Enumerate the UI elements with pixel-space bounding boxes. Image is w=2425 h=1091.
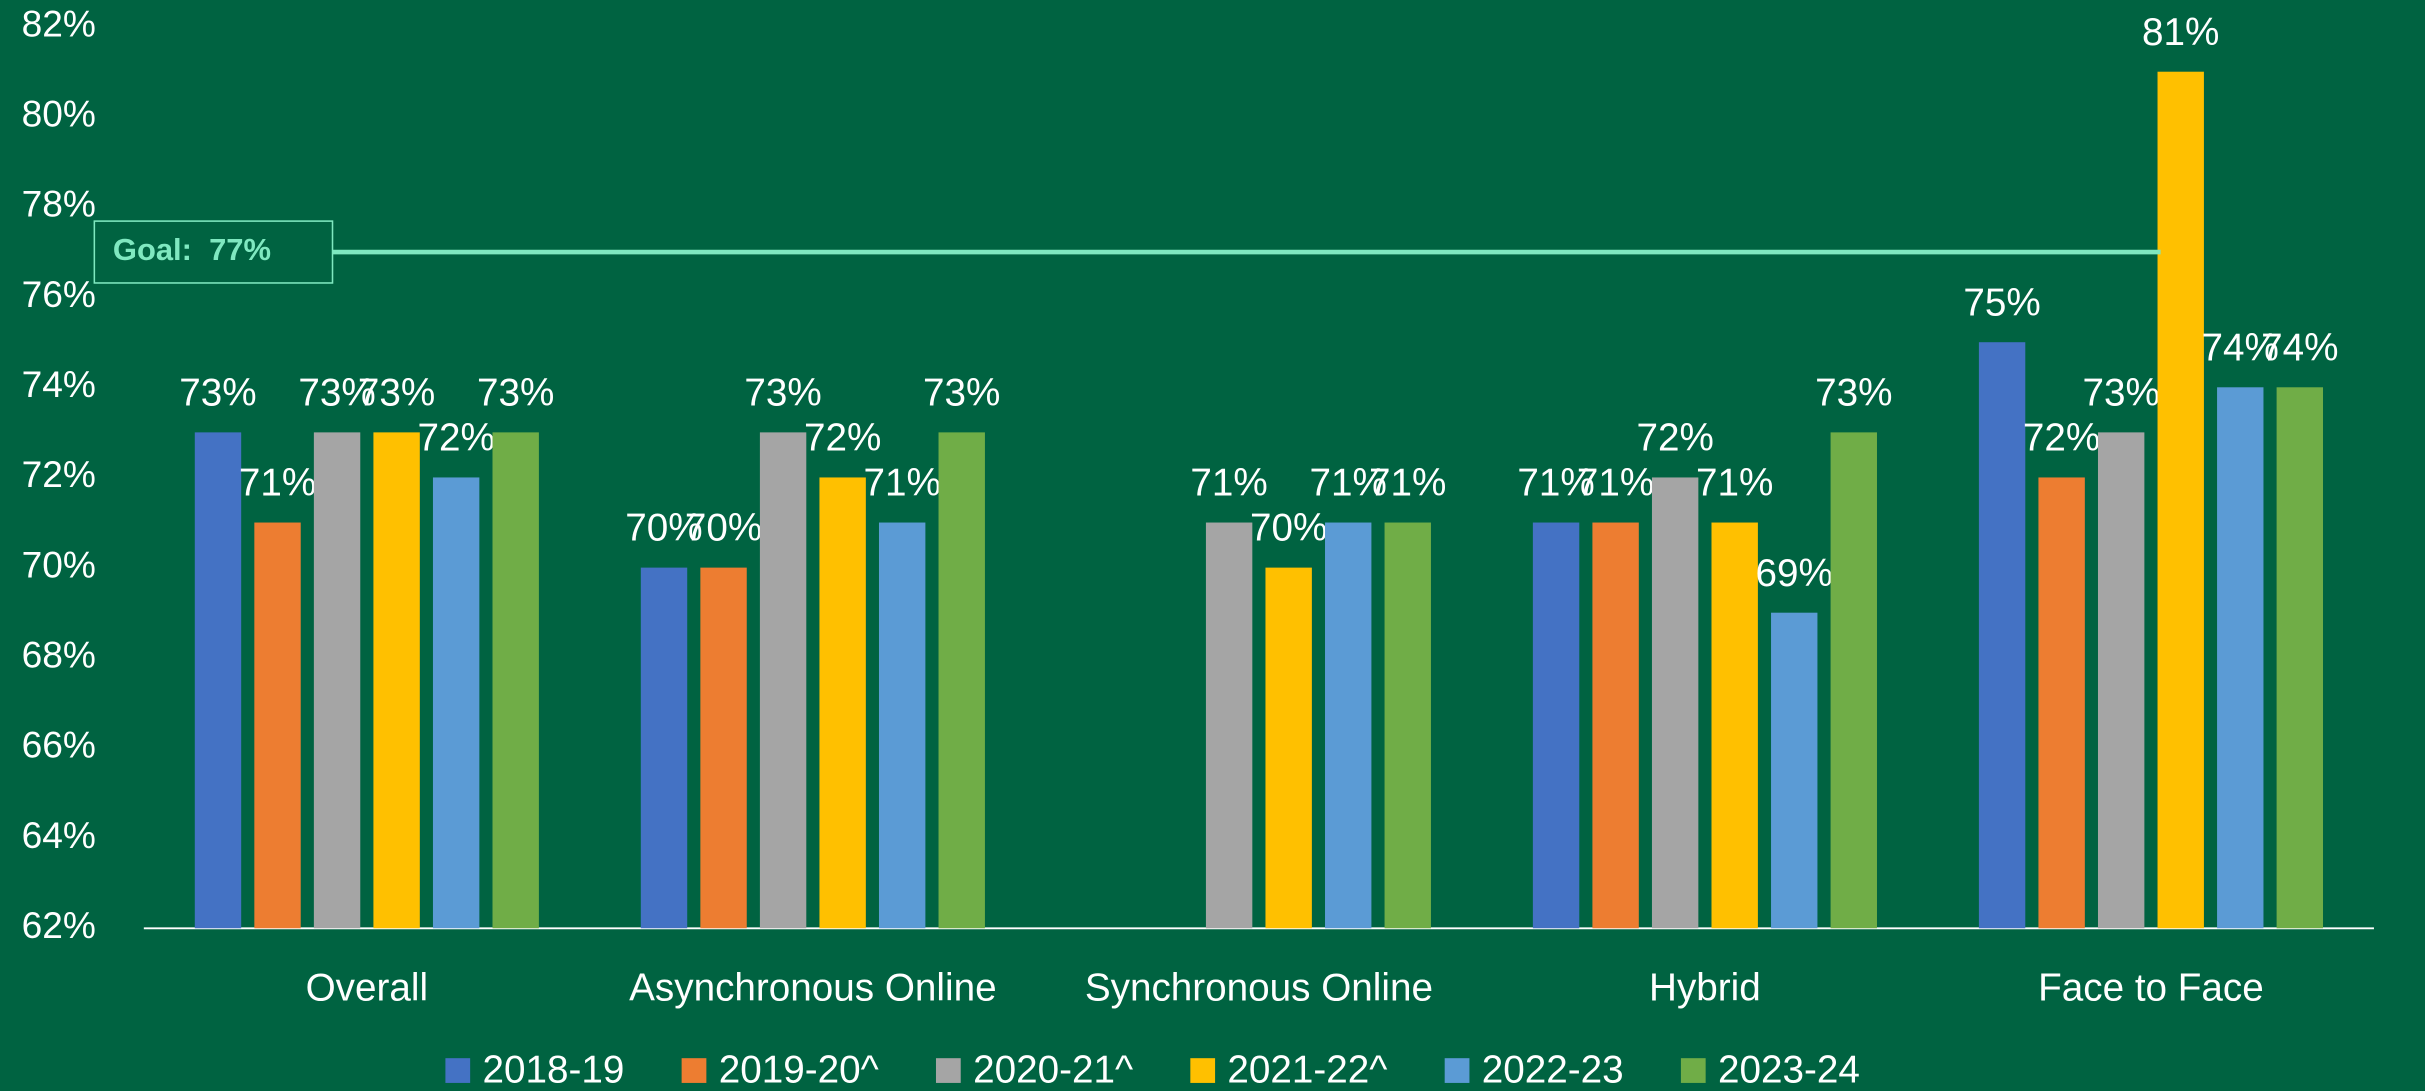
- data-label: 81%: [2142, 11, 2219, 54]
- data-label: 73%: [923, 371, 1000, 414]
- legend-swatch: [1444, 1058, 1470, 1083]
- data-label: 71%: [1696, 462, 1773, 505]
- x-tick-label: Overall: [306, 966, 428, 1009]
- data-label: 72%: [2023, 417, 2100, 460]
- data-label: 73%: [2082, 371, 2159, 414]
- data-label: 73%: [358, 371, 435, 414]
- data-label: 73%: [298, 371, 375, 414]
- data-label: 70%: [685, 507, 762, 550]
- bar: [1592, 522, 1639, 929]
- y-tick-label: 80%: [22, 93, 96, 135]
- bar: [938, 432, 985, 929]
- bar: [1532, 522, 1580, 929]
- y-tick-label: 62%: [22, 904, 96, 946]
- y-tick-label: 70%: [22, 543, 96, 585]
- bar: [1771, 612, 1818, 929]
- bar: [878, 522, 926, 929]
- bar: [1978, 342, 2026, 929]
- bar: [2038, 477, 2085, 929]
- legend-label: 2018-19: [483, 1048, 625, 1091]
- x-tick-label: Asynchronous Online: [629, 966, 996, 1009]
- legend-swatch: [1680, 1058, 1706, 1083]
- bar: [2276, 387, 2324, 929]
- legend-label: 2023-24: [1718, 1048, 1860, 1091]
- data-label: 69%: [1756, 552, 1833, 595]
- bar: [819, 477, 866, 929]
- bar: [2217, 387, 2264, 929]
- bar: [1830, 432, 1877, 929]
- legend-label: 2020-21^: [973, 1048, 1133, 1091]
- bar: [194, 432, 242, 929]
- legend-swatch: [1190, 1058, 1216, 1083]
- data-label: 74%: [2202, 326, 2279, 369]
- bar: [492, 432, 539, 929]
- bar: [313, 432, 361, 929]
- y-tick-label: 82%: [22, 2, 96, 44]
- bar: [254, 522, 301, 929]
- x-tick-label: Hybrid: [1649, 966, 1761, 1009]
- bar: [2157, 71, 2204, 929]
- y-tick-label: 72%: [22, 453, 96, 495]
- data-label: 71%: [863, 462, 940, 505]
- bar: [700, 567, 747, 929]
- bar: [1265, 567, 1312, 929]
- legend-label: 2021-22^: [1227, 1048, 1387, 1091]
- data-label: 72%: [417, 417, 494, 460]
- bar: [1384, 522, 1431, 929]
- data-label: 75%: [1963, 281, 2040, 324]
- y-tick-label: 76%: [22, 273, 96, 315]
- bar: [1651, 477, 1699, 929]
- data-label: 70%: [1250, 507, 1327, 550]
- goal-label: Goal: 77%: [113, 232, 271, 267]
- legend-swatch: [935, 1058, 961, 1083]
- legend-label: 2022-23: [1482, 1048, 1624, 1091]
- data-label: 73%: [1815, 371, 1892, 414]
- y-tick-label: 66%: [22, 724, 96, 766]
- data-label: 71%: [1190, 462, 1267, 505]
- data-label: 73%: [179, 371, 256, 414]
- y-tick-label: 68%: [22, 634, 96, 676]
- x-tick-label: Synchronous Online: [1085, 966, 1433, 1009]
- bar: [1205, 522, 1253, 929]
- data-label: 73%: [744, 371, 821, 414]
- legend-swatch: [681, 1058, 707, 1083]
- data-label: 71%: [1517, 462, 1594, 505]
- bar: [759, 432, 807, 929]
- data-label: 71%: [239, 462, 316, 505]
- y-tick-label: 64%: [22, 814, 96, 856]
- data-label: 74%: [2261, 326, 2338, 369]
- data-label: 73%: [477, 371, 554, 414]
- goal-box: [93, 220, 334, 284]
- bar: [373, 432, 420, 929]
- bar: [432, 477, 480, 929]
- y-tick-label: 74%: [22, 363, 96, 405]
- legend-label: 2019-20^: [719, 1048, 879, 1091]
- data-label: 71%: [1369, 462, 1446, 505]
- data-label: 70%: [625, 507, 702, 550]
- data-label: 72%: [1636, 417, 1713, 460]
- bar: [1325, 522, 1372, 929]
- data-label: 71%: [1577, 462, 1654, 505]
- legend-swatch: [445, 1058, 471, 1083]
- bar: [640, 567, 688, 929]
- bar: [2097, 432, 2145, 929]
- y-tick-label: 78%: [22, 183, 96, 225]
- data-label: 72%: [804, 417, 881, 460]
- data-label: 71%: [1310, 462, 1387, 505]
- bar: [1711, 522, 1758, 929]
- x-tick-label: Face to Face: [2038, 966, 2264, 1009]
